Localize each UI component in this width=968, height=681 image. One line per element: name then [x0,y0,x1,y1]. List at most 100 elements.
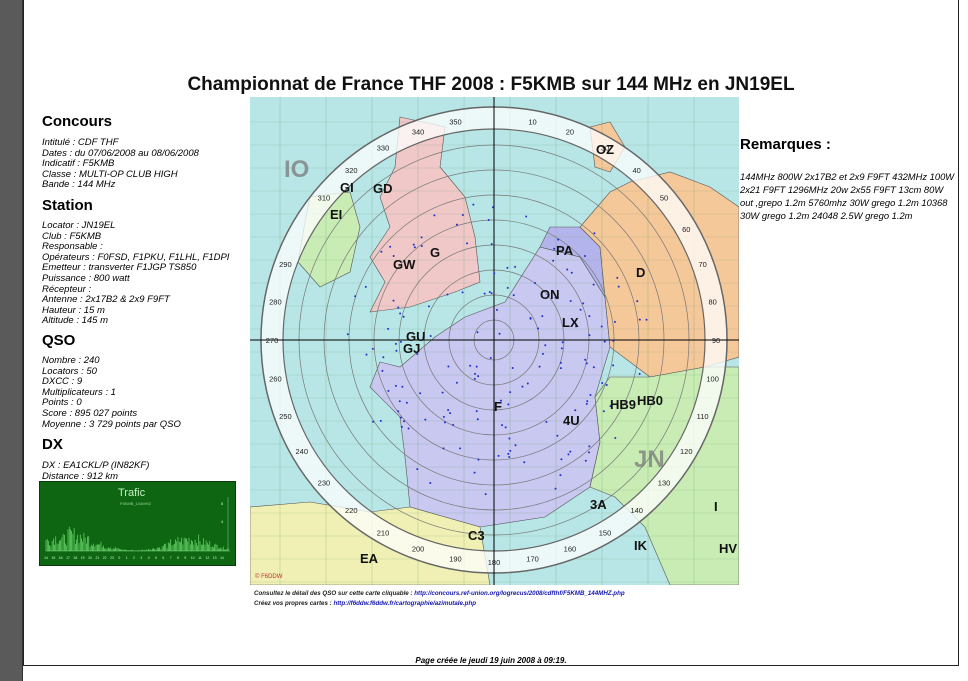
qso-dot[interactable] [447,409,450,412]
qso-dot[interactable] [394,384,397,387]
qso-dot[interactable] [506,266,509,269]
qso-dot[interactable] [397,306,400,309]
qso-dot[interactable] [592,283,595,286]
qso-dot[interactable] [422,336,425,339]
qso-dot[interactable] [544,344,547,347]
qso-dot[interactable] [588,334,591,337]
qso-dot[interactable] [525,215,528,218]
qso-dot[interactable] [469,364,472,367]
qso-dot[interactable] [593,232,596,235]
qso-dot[interactable] [354,295,357,298]
qso-dot[interactable] [389,245,392,248]
qso-dot[interactable] [508,455,511,458]
qso-dot[interactable] [561,341,564,344]
qso-dot[interactable] [617,285,620,288]
qso-dot[interactable] [582,302,585,305]
qso-dot[interactable] [586,400,589,403]
qso-dot[interactable] [429,334,432,337]
qso-dot[interactable] [556,434,559,437]
qso-dot[interactable] [600,325,603,328]
qso-dot[interactable] [636,300,639,303]
qso-dot[interactable] [472,203,475,206]
qso-dot[interactable] [399,340,402,343]
qso-dot[interactable] [474,372,477,375]
qso-dot[interactable] [477,375,480,378]
qso-dot[interactable] [501,424,504,427]
qso-dot[interactable] [613,320,616,323]
qso-dot[interactable] [645,318,648,321]
qso-dot[interactable] [498,332,501,335]
qso-dot[interactable] [475,410,478,413]
qso-dot[interactable] [589,393,592,396]
qso-dot[interactable] [459,447,462,450]
qso-dot[interactable] [372,420,375,423]
qso-dot[interactable] [401,385,404,388]
qso-dot[interactable] [416,353,419,356]
qso-dot[interactable] [407,427,410,430]
qso-dot[interactable] [475,365,478,368]
qso-dot[interactable] [490,243,493,246]
qso-dot[interactable] [497,454,500,457]
qso-dot[interactable] [529,317,532,320]
qso-dot[interactable] [412,243,415,246]
qso-dot[interactable] [504,426,507,429]
qso-dot[interactable] [488,291,491,294]
qso-dot[interactable] [397,410,400,413]
qso-dot[interactable] [399,312,402,315]
qso-dot[interactable] [461,214,464,217]
qso-dot[interactable] [441,391,444,394]
qso-dot[interactable] [523,461,526,464]
qso-dot[interactable] [514,444,517,447]
qso-dot[interactable] [541,352,544,355]
qso-dot[interactable] [588,315,591,318]
qso-dot[interactable] [405,401,408,404]
qso-dot[interactable] [379,419,382,422]
qso-dot[interactable] [511,366,514,369]
qso-dot[interactable] [499,399,502,402]
qso-dot[interactable] [365,353,368,356]
qso-dot[interactable] [574,409,577,412]
qso-dot[interactable] [371,347,374,350]
qso-dot[interactable] [534,282,537,285]
qso-dot[interactable] [447,365,450,368]
qso-dot[interactable] [413,246,416,249]
qso-dot[interactable] [403,420,406,423]
qso-dot[interactable] [569,300,572,303]
qso-dot[interactable] [584,459,587,462]
qso-dot[interactable] [495,308,498,311]
qso-dot[interactable] [616,276,619,279]
qso-dot[interactable] [392,299,395,302]
qso-dot[interactable] [346,333,349,336]
qso-dot[interactable] [509,391,512,394]
azimuthal-map[interactable]: 350 340 330 320 310 290 280 270 260 250 240 230 220 2… [250,97,739,585]
qso-dot[interactable] [381,369,384,372]
qso-dot[interactable] [484,493,487,496]
qso-dot[interactable] [559,474,562,477]
qso-dot[interactable] [387,327,390,330]
qso-dot[interactable] [584,358,587,361]
qso-dot[interactable] [461,291,464,294]
qso-dot[interactable] [612,339,615,342]
qso-dot[interactable] [394,342,397,345]
qso-dot[interactable] [605,383,608,386]
qso-dot[interactable] [566,268,569,271]
qso-dot[interactable] [419,392,422,395]
qso-dot[interactable] [416,468,419,471]
qso-dot[interactable] [429,482,432,485]
qso-dot[interactable] [380,250,383,253]
qso-dot[interactable] [395,349,398,352]
qso-dot[interactable] [526,382,529,385]
qso-dot[interactable] [442,415,445,418]
qso-dot[interactable] [398,400,401,403]
qso-dot[interactable] [446,293,449,296]
create-map-link[interactable]: http://f6ddw.f6ddw.fr/cartographie/azimu… [333,600,476,607]
qso-dot[interactable] [614,437,617,440]
qso-dot[interactable] [569,450,572,453]
qso-dot[interactable] [583,254,586,257]
qso-dot[interactable] [553,247,556,250]
qso-dot[interactable] [585,362,588,365]
qso-dot[interactable] [579,308,582,311]
qso-dot[interactable] [538,365,541,368]
qso-dot[interactable] [521,385,524,388]
qso-dot[interactable] [554,296,557,299]
